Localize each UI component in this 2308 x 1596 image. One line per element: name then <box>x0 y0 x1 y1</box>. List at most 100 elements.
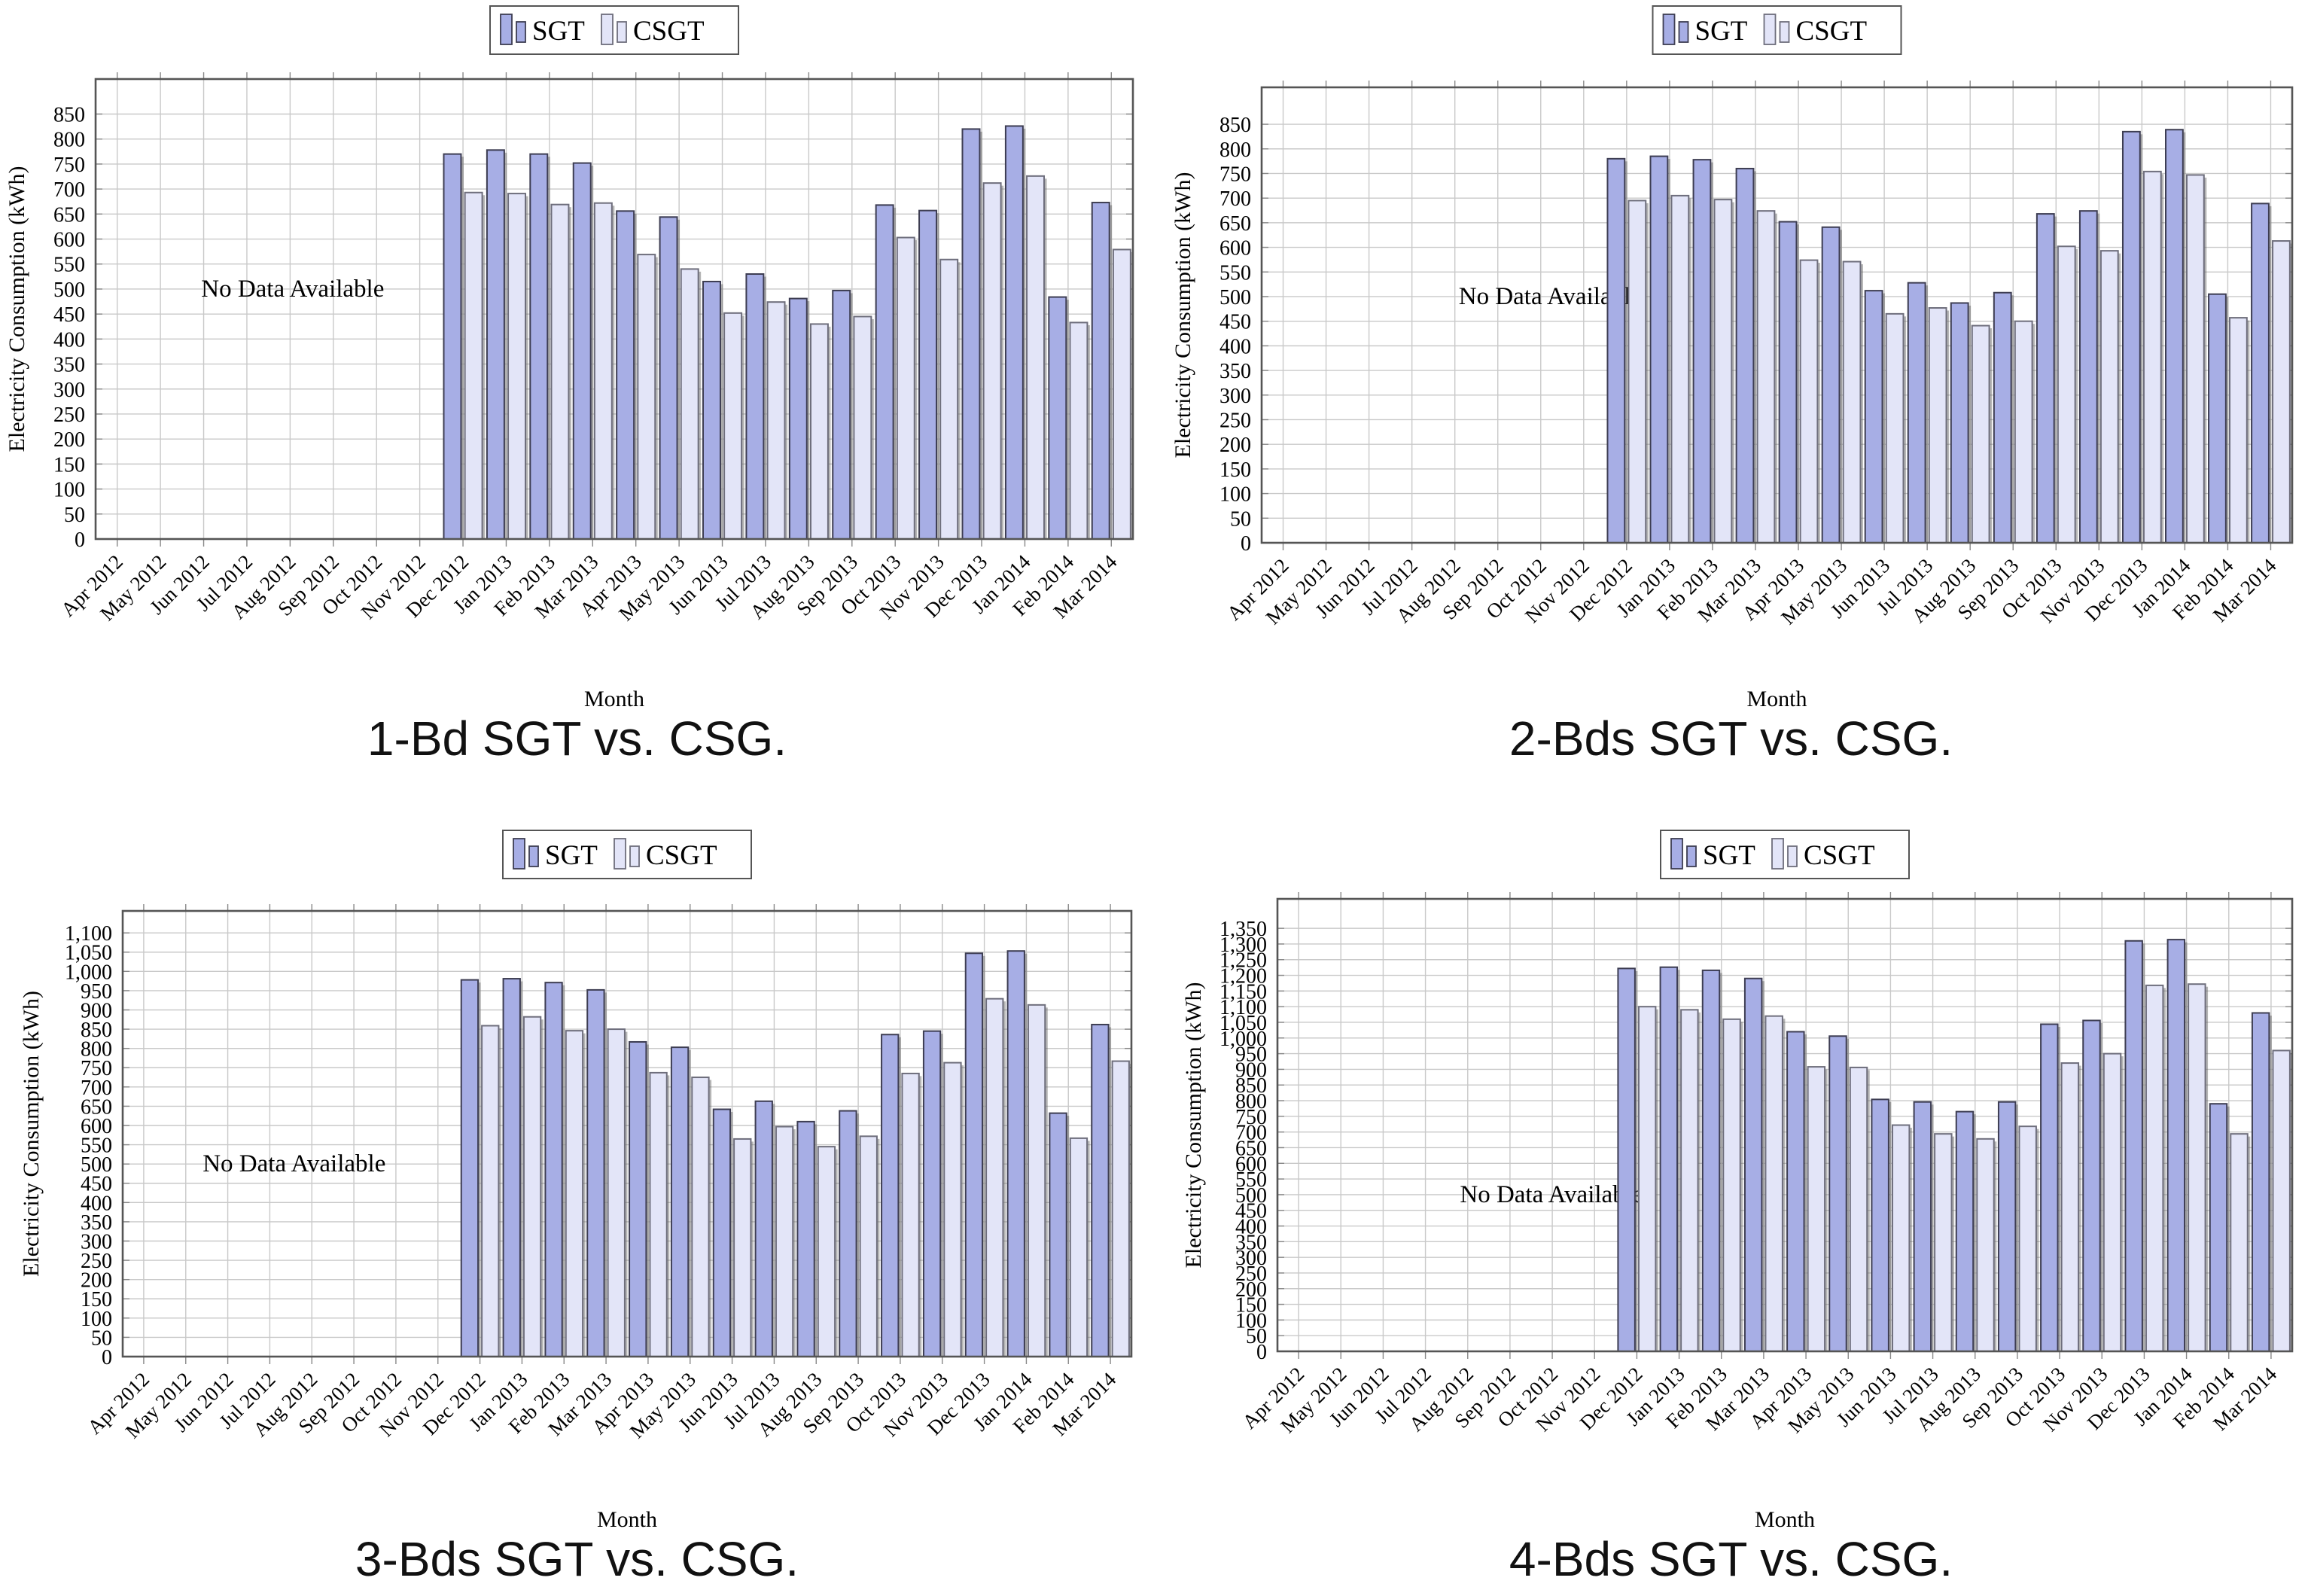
bar-sgt-jul-2013 <box>754 1100 773 1357</box>
bar-csgt-mar-2014 <box>1111 1060 1130 1357</box>
bar-csgt-jan-2014 <box>1026 175 1046 540</box>
legend-item-csgt: CSGT <box>601 14 705 47</box>
bar-csgt-mar-2013 <box>593 202 613 540</box>
chart-3bds: No Data Available 05010015020025030035040… <box>19 830 1133 1532</box>
bar-csgt-oct-2013 <box>901 1072 920 1357</box>
bar-csgt-aug-2013 <box>809 323 829 540</box>
y-tick-labels: 0501001502002503003504004505005506006507… <box>53 103 85 552</box>
bar-sgt-nov-2013 <box>2082 1019 2101 1352</box>
y-tick-label: 600 <box>81 1115 112 1138</box>
chart-1bd: No Data Available 05010015020025030035040… <box>5 5 1134 711</box>
bar-sgt-feb-2014 <box>2208 293 2227 544</box>
bar-csgt-jun-2013 <box>723 312 743 540</box>
y-tick-label: 700 <box>1219 187 1251 211</box>
bar-sgt-nov-2013 <box>2078 210 2098 544</box>
legend-swatch-tall <box>500 14 513 45</box>
caption-4bds: 4-Bds SGT vs. CSG. <box>1509 1532 1953 1586</box>
y-tick-label: 150 <box>81 1288 112 1311</box>
bar-csgt-jul-2013 <box>766 301 786 540</box>
y-tick-label: 250 <box>81 1250 112 1273</box>
bar-csgt-dec-2012 <box>1627 200 1647 544</box>
bar-csgt-jan-2014 <box>1027 1004 1046 1357</box>
bar-csgt-may-2013 <box>1842 260 1862 544</box>
bar-sgt-oct-2013 <box>2040 1023 2059 1352</box>
no-data-text: No Data Available <box>202 1150 385 1177</box>
y-tick-label: 100 <box>53 479 85 502</box>
y-axis-title: Electricity Consumption (kWh) <box>19 991 44 1277</box>
legend-swatch-tall <box>1670 838 1683 870</box>
plot-border <box>94 78 1134 541</box>
legend-swatch-tall <box>614 838 626 870</box>
bar-csgt-apr-2013 <box>649 1071 668 1357</box>
y-tick-label: 900 <box>81 999 112 1022</box>
caption-1bd: 1-Bd SGT vs. CSG. <box>367 711 787 766</box>
y-tick-label: 400 <box>1219 335 1251 358</box>
bar-csgt-sep-2013 <box>2014 320 2033 544</box>
y-tick-label: 750 <box>1219 163 1251 186</box>
y-tick-labels: 0501001502002503003504004505005506006507… <box>1219 918 1267 1364</box>
y-tick-label: 650 <box>81 1095 112 1119</box>
bar-csgt-jun-2013 <box>733 1138 752 1357</box>
y-tick-label: 1,050 <box>1219 1012 1267 1035</box>
legend-swatch-short <box>629 845 640 867</box>
bar-csgt-feb-2014 <box>2229 317 2248 544</box>
legend-label: CSGT <box>633 16 705 47</box>
y-tick-label: 950 <box>81 980 112 1004</box>
bar-sgt-feb-2013 <box>1701 969 1721 1352</box>
legend-label: CSGT <box>1796 16 1868 47</box>
tick-marks <box>1277 892 2292 1359</box>
bar-sgt-nov-2013 <box>918 209 938 540</box>
y-tick-label: 650 <box>1235 1137 1267 1160</box>
bar-csgt-sep-2013 <box>2018 1125 2037 1352</box>
bar-sgt-jan-2013 <box>1659 966 1679 1352</box>
chart-4bds: No Data Available 05010015020025030035040… <box>1181 830 2294 1532</box>
tick-marks <box>96 72 1133 547</box>
y-tick-label: 450 <box>53 303 85 327</box>
legend-label: SGT <box>1695 16 1748 47</box>
bars <box>460 950 1132 1358</box>
gridlines <box>1277 899 2292 1351</box>
bar-sgt-mar-2014 <box>1091 1023 1110 1357</box>
y-tick-label: 50 <box>1230 507 1251 531</box>
legend-item-csgt: CSGT <box>614 838 717 871</box>
legend-label: CSGT <box>1804 840 1875 871</box>
bar-sgt-jan-2013 <box>486 149 505 540</box>
y-tick-label: 450 <box>1235 1200 1267 1223</box>
bar-sgt-sep-2013 <box>1993 291 2012 544</box>
bar-sgt-mar-2013 <box>1735 167 1755 544</box>
bar-csgt-jul-2013 <box>1934 1133 1953 1352</box>
y-tick-label: 300 <box>1235 1247 1267 1270</box>
bars <box>443 125 1134 541</box>
legend-swatch-short <box>1678 21 1689 43</box>
bar-sgt-aug-2013 <box>788 297 808 540</box>
y-tick-label: 300 <box>53 379 85 402</box>
y-tick-label: 500 <box>81 1153 112 1177</box>
y-tick-label: 500 <box>1219 286 1251 309</box>
bar-sgt-jan-2014 <box>1006 950 1025 1357</box>
panel-2bds: No Data Available 0 50 100 150 200 250 300 350 40… <box>1154 0 2308 798</box>
bar-csgt-nov-2013 <box>2102 1052 2122 1352</box>
bar-sgt-nov-2013 <box>922 1030 942 1357</box>
bar-sgt-dec-2012 <box>460 979 480 1357</box>
bar-csgt-jan-2014 <box>2185 174 2205 544</box>
y-tick-label: 550 <box>81 1135 112 1158</box>
y-tick-label: 50 <box>91 1326 112 1350</box>
bar-csgt-nov-2013 <box>943 1061 962 1357</box>
legend-label: SGT <box>545 840 598 871</box>
y-axis-title: Electricity Consumption (kWh) <box>1181 982 1206 1269</box>
bar-sgt-mar-2013 <box>1743 977 1763 1352</box>
y-tick-label: 350 <box>1219 360 1251 383</box>
bar-sgt-feb-2014 <box>1049 1112 1067 1357</box>
bar-sgt-apr-2013 <box>1786 1031 1805 1352</box>
bar-csgt-mar-2013 <box>1764 1015 1783 1352</box>
legend-label: CSGT <box>646 840 717 871</box>
legend-swatch-short <box>1787 845 1798 867</box>
y-tick-label: 750 <box>53 154 85 177</box>
x-axis-title: Month <box>584 687 644 711</box>
bar-csgt-nov-2013 <box>2099 250 2119 544</box>
bar-sgt-feb-2014 <box>2209 1103 2228 1352</box>
y-tick-labels: 0501001502002503003504004505005506006507… <box>1219 114 1251 556</box>
bar-csgt-aug-2013 <box>1971 324 1990 544</box>
y-tick-label: 700 <box>1235 1122 1267 1145</box>
